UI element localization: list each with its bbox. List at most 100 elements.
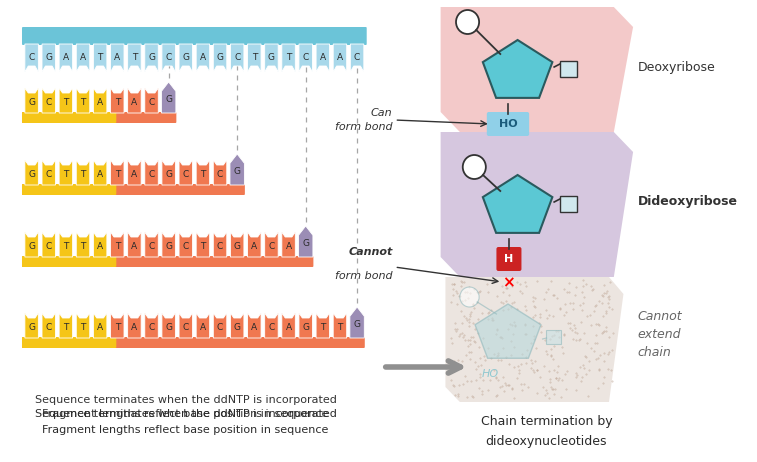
Text: C: C [45,98,52,107]
Polygon shape [196,160,210,185]
Text: T: T [114,323,120,332]
Polygon shape [179,160,192,185]
Text: T: T [201,242,206,251]
Polygon shape [299,44,313,72]
Polygon shape [316,44,329,72]
Polygon shape [59,313,73,338]
Text: C: C [182,323,189,332]
Text: G: G [165,96,172,104]
FancyBboxPatch shape [22,27,366,45]
Text: G: G [268,54,275,62]
Text: T: T [63,170,69,179]
Polygon shape [128,160,141,185]
Text: A: A [97,242,103,251]
Polygon shape [441,7,633,132]
Text: T: T [132,54,137,62]
Text: C: C [148,242,154,251]
FancyBboxPatch shape [22,184,245,195]
Text: T: T [80,98,86,107]
Polygon shape [248,44,261,72]
Text: G: G [354,321,360,329]
Polygon shape [265,313,278,338]
Text: G: G [28,242,35,251]
Text: A: A [285,323,291,332]
Text: G: G [28,323,35,332]
FancyBboxPatch shape [22,112,117,123]
Text: A: A [131,98,138,107]
Text: G: G [234,242,241,251]
Text: Sequence terminates when the ddNTP is incorporated
Fragment lengths reflect base: Sequence terminates when the ddNTP is in… [35,409,337,435]
Polygon shape [196,313,210,338]
Polygon shape [265,44,278,72]
Polygon shape [230,313,244,338]
Polygon shape [441,132,633,277]
Polygon shape [248,232,261,257]
Polygon shape [93,88,107,113]
Text: C: C [217,170,223,179]
Text: C: C [234,54,240,62]
Polygon shape [179,313,192,338]
Text: G: G [234,323,241,332]
Text: T: T [98,54,103,62]
Text: HO: HO [499,119,517,129]
Polygon shape [25,88,39,113]
Polygon shape [42,88,55,113]
Text: T: T [63,242,69,251]
Text: A: A [80,54,86,62]
Polygon shape [25,313,39,338]
Text: C: C [303,54,309,62]
Text: G: G [165,323,172,332]
Text: C: C [148,323,154,332]
Text: Cannot
extend
chain: Cannot extend chain [638,310,683,359]
Text: T: T [80,170,86,179]
Polygon shape [162,44,176,72]
Text: Dideoxyribose: Dideoxyribose [638,195,738,208]
Text: T: T [80,242,86,251]
Text: C: C [268,323,275,332]
Circle shape [456,10,479,34]
Polygon shape [111,88,124,113]
Text: Sequence terminates when the ddNTP is incorporated
Fragment lengths reflect base: Sequence terminates when the ddNTP is in… [35,395,337,419]
Polygon shape [76,160,90,185]
Text: C: C [354,54,360,62]
Text: C: C [148,98,154,107]
Text: Chain termination by
dideoxynucleotides: Chain termination by dideoxynucleotides [481,415,612,449]
Text: A: A [97,170,103,179]
Text: C: C [182,242,189,251]
Text: H: H [504,254,513,264]
Text: ×: × [503,275,516,291]
Circle shape [459,287,479,307]
Circle shape [463,155,486,179]
FancyBboxPatch shape [22,112,176,123]
Polygon shape [282,44,295,72]
FancyBboxPatch shape [497,247,522,271]
Polygon shape [445,277,624,402]
Polygon shape [483,40,553,98]
Text: C: C [45,323,52,332]
Polygon shape [213,160,227,185]
Polygon shape [350,44,364,72]
Text: G: G [165,242,172,251]
Text: A: A [200,54,206,62]
Polygon shape [93,313,107,338]
Polygon shape [59,160,73,185]
Polygon shape [42,44,55,72]
Text: A: A [131,242,138,251]
Polygon shape [42,232,55,257]
Polygon shape [25,44,39,72]
Polygon shape [59,44,73,72]
Text: A: A [114,54,120,62]
Polygon shape [179,44,192,72]
Polygon shape [111,44,124,72]
Text: C: C [148,170,154,179]
Polygon shape [128,88,141,113]
FancyBboxPatch shape [22,256,313,267]
Text: T: T [251,54,257,62]
Polygon shape [145,160,158,185]
Polygon shape [76,88,90,113]
Polygon shape [299,313,313,338]
Polygon shape [111,232,124,257]
Polygon shape [162,232,176,257]
Text: G: G [182,54,189,62]
Text: G: G [234,168,241,176]
